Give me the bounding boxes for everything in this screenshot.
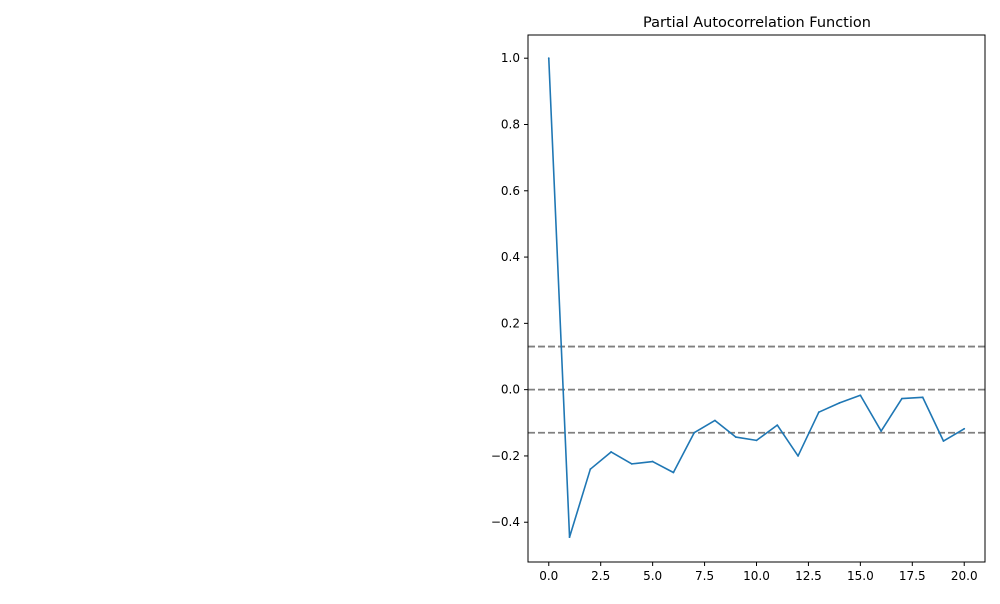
- x-tick-label: 15.0: [847, 569, 874, 583]
- data-point: [921, 396, 924, 399]
- data-point: [672, 471, 675, 474]
- data-point: [776, 424, 779, 427]
- data-point: [630, 462, 633, 465]
- x-axis: 0.0 2.5 5.0 7.5 10.0 12.5 15.0 17.5 20.0: [539, 562, 978, 583]
- y-tick-label: 0.6: [501, 184, 520, 198]
- data-point: [901, 397, 903, 400]
- y-tick-label: 0.4: [501, 250, 520, 264]
- y-tick-label: −0.4: [491, 515, 520, 529]
- data-point: [817, 411, 820, 414]
- data-point: [859, 394, 862, 397]
- data-point: [589, 468, 592, 471]
- data-point: [714, 419, 716, 422]
- chart-title: Partial Autocorrelation Function: [643, 15, 871, 31]
- x-tick-label: 2.5: [591, 569, 610, 583]
- y-tick-label: 0.8: [501, 117, 520, 131]
- data-point: [942, 440, 945, 442]
- data-point: [880, 430, 883, 432]
- series-layer: [547, 57, 966, 539]
- y-axis: −0.4 −0.2 0.0 0.2 0.4 0.6 0.8 1.0: [491, 51, 528, 529]
- data-point: [797, 455, 799, 457]
- data-point: [568, 536, 571, 539]
- y-tick-label: −0.2: [491, 449, 520, 463]
- x-tick-label: 17.5: [899, 569, 926, 583]
- data-point: [755, 439, 758, 442]
- x-tick-label: 10.0: [743, 569, 770, 583]
- plot-frame: [527, 34, 986, 563]
- data-point: [651, 460, 654, 463]
- data-point: [734, 436, 737, 438]
- x-tick-label: 5.0: [643, 569, 662, 583]
- x-tick-label: 7.5: [695, 569, 714, 583]
- data-point: [693, 431, 696, 434]
- x-tick-label: 20.0: [951, 569, 978, 583]
- data-point: [838, 402, 841, 404]
- reference-lines: [528, 345, 985, 434]
- x-tick-label: 0.0: [539, 569, 558, 583]
- y-tick-label: 0.2: [501, 316, 520, 330]
- data-point: [610, 451, 612, 453]
- data-point: [963, 427, 966, 430]
- data-point: [547, 57, 550, 60]
- x-tick-label: 12.5: [795, 569, 822, 583]
- y-tick-label: 1.0: [501, 51, 520, 65]
- y-tick-label: 0.0: [501, 383, 520, 397]
- series-line-0: [547, 58, 965, 538]
